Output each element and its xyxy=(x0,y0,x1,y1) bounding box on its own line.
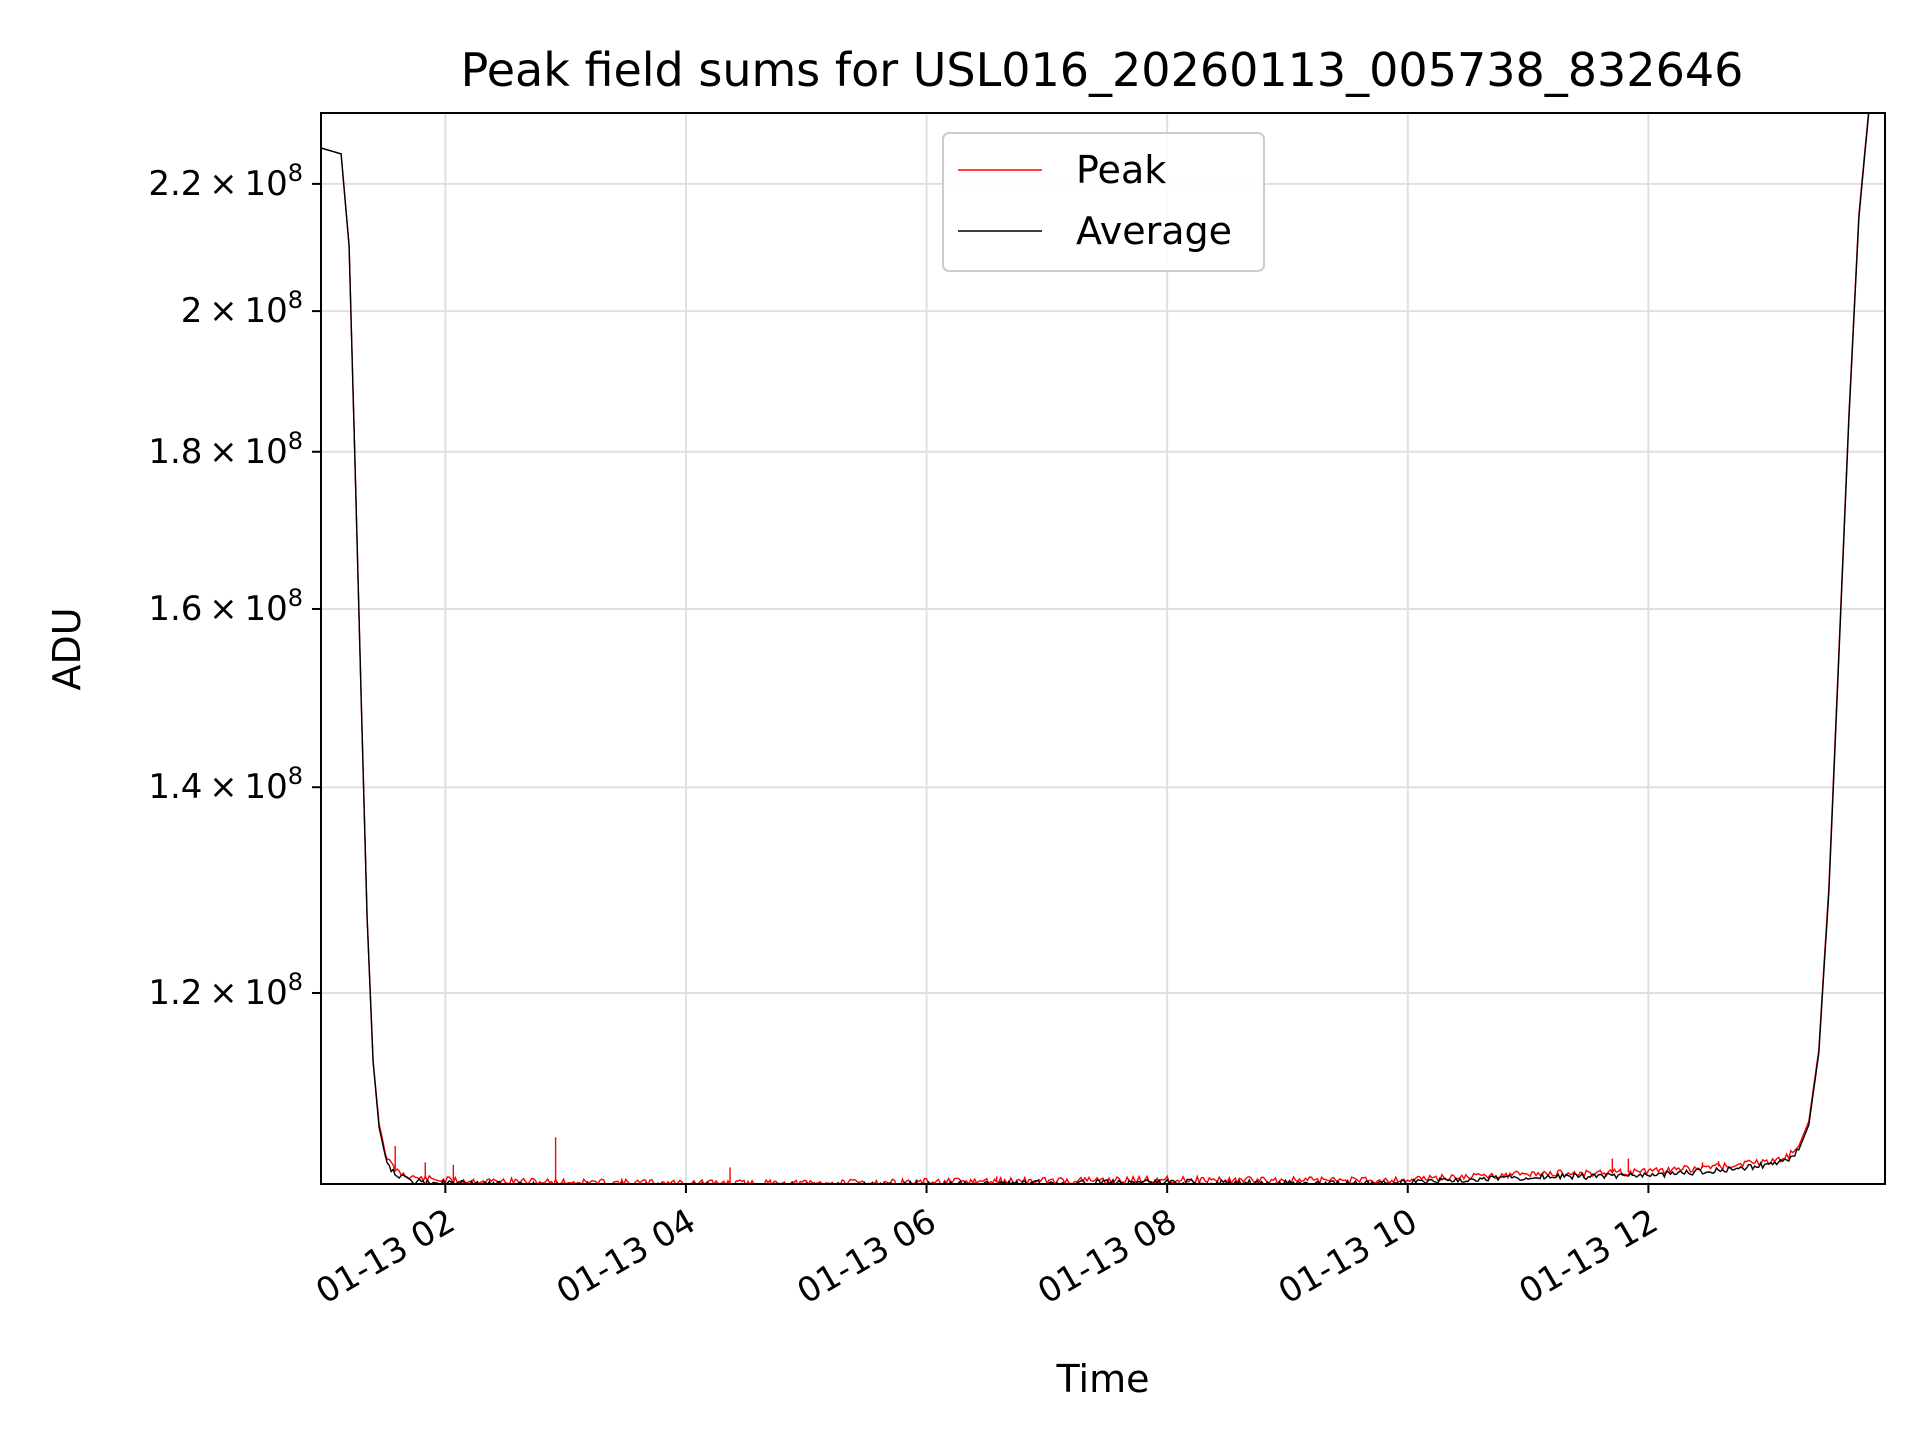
x-tick-label: 01-13 02 xyxy=(309,1201,461,1312)
x-tick-label: 01-13 06 xyxy=(791,1201,943,1312)
y-axis-label: ADU xyxy=(45,607,89,690)
legend-label-average: Average xyxy=(1076,209,1232,253)
plot-frame xyxy=(320,112,1886,1185)
y-tick-label: 2.2 × 108 xyxy=(148,159,303,204)
y-tick-label: 1.6 × 108 xyxy=(148,584,303,629)
y-ticks: 1.2 × 108 1.4 × 108 1.6 × 108 1.8 × 108 2 × … xyxy=(148,159,321,1013)
y-tick-label: 1.8 × 108 xyxy=(148,427,303,472)
x-axis-label: Time xyxy=(1056,1357,1150,1401)
x-ticks: 01-13 02 01-13 04 01-13 06 01-13 08 01-13 10… xyxy=(309,1184,1665,1312)
legend: Peak Average xyxy=(942,132,1265,272)
legend-label-peak: Peak xyxy=(1076,148,1166,192)
legend-box xyxy=(942,132,1265,272)
y-tick-label: 2 × 108 xyxy=(181,286,303,331)
y-tick-label: 1.2 × 108 xyxy=(148,968,303,1013)
x-tick-label: 01-13 08 xyxy=(1031,1201,1183,1312)
chart-title: Peak field sums for USL016_20260113_0057… xyxy=(461,43,1744,97)
x-tick-label: 01-13 12 xyxy=(1513,1201,1665,1312)
y-tick-label: 1.4 × 108 xyxy=(148,762,303,807)
x-tick-label: 01-13 10 xyxy=(1272,1201,1424,1312)
grid xyxy=(321,113,1885,1184)
x-tick-label: 01-13 04 xyxy=(550,1201,702,1312)
